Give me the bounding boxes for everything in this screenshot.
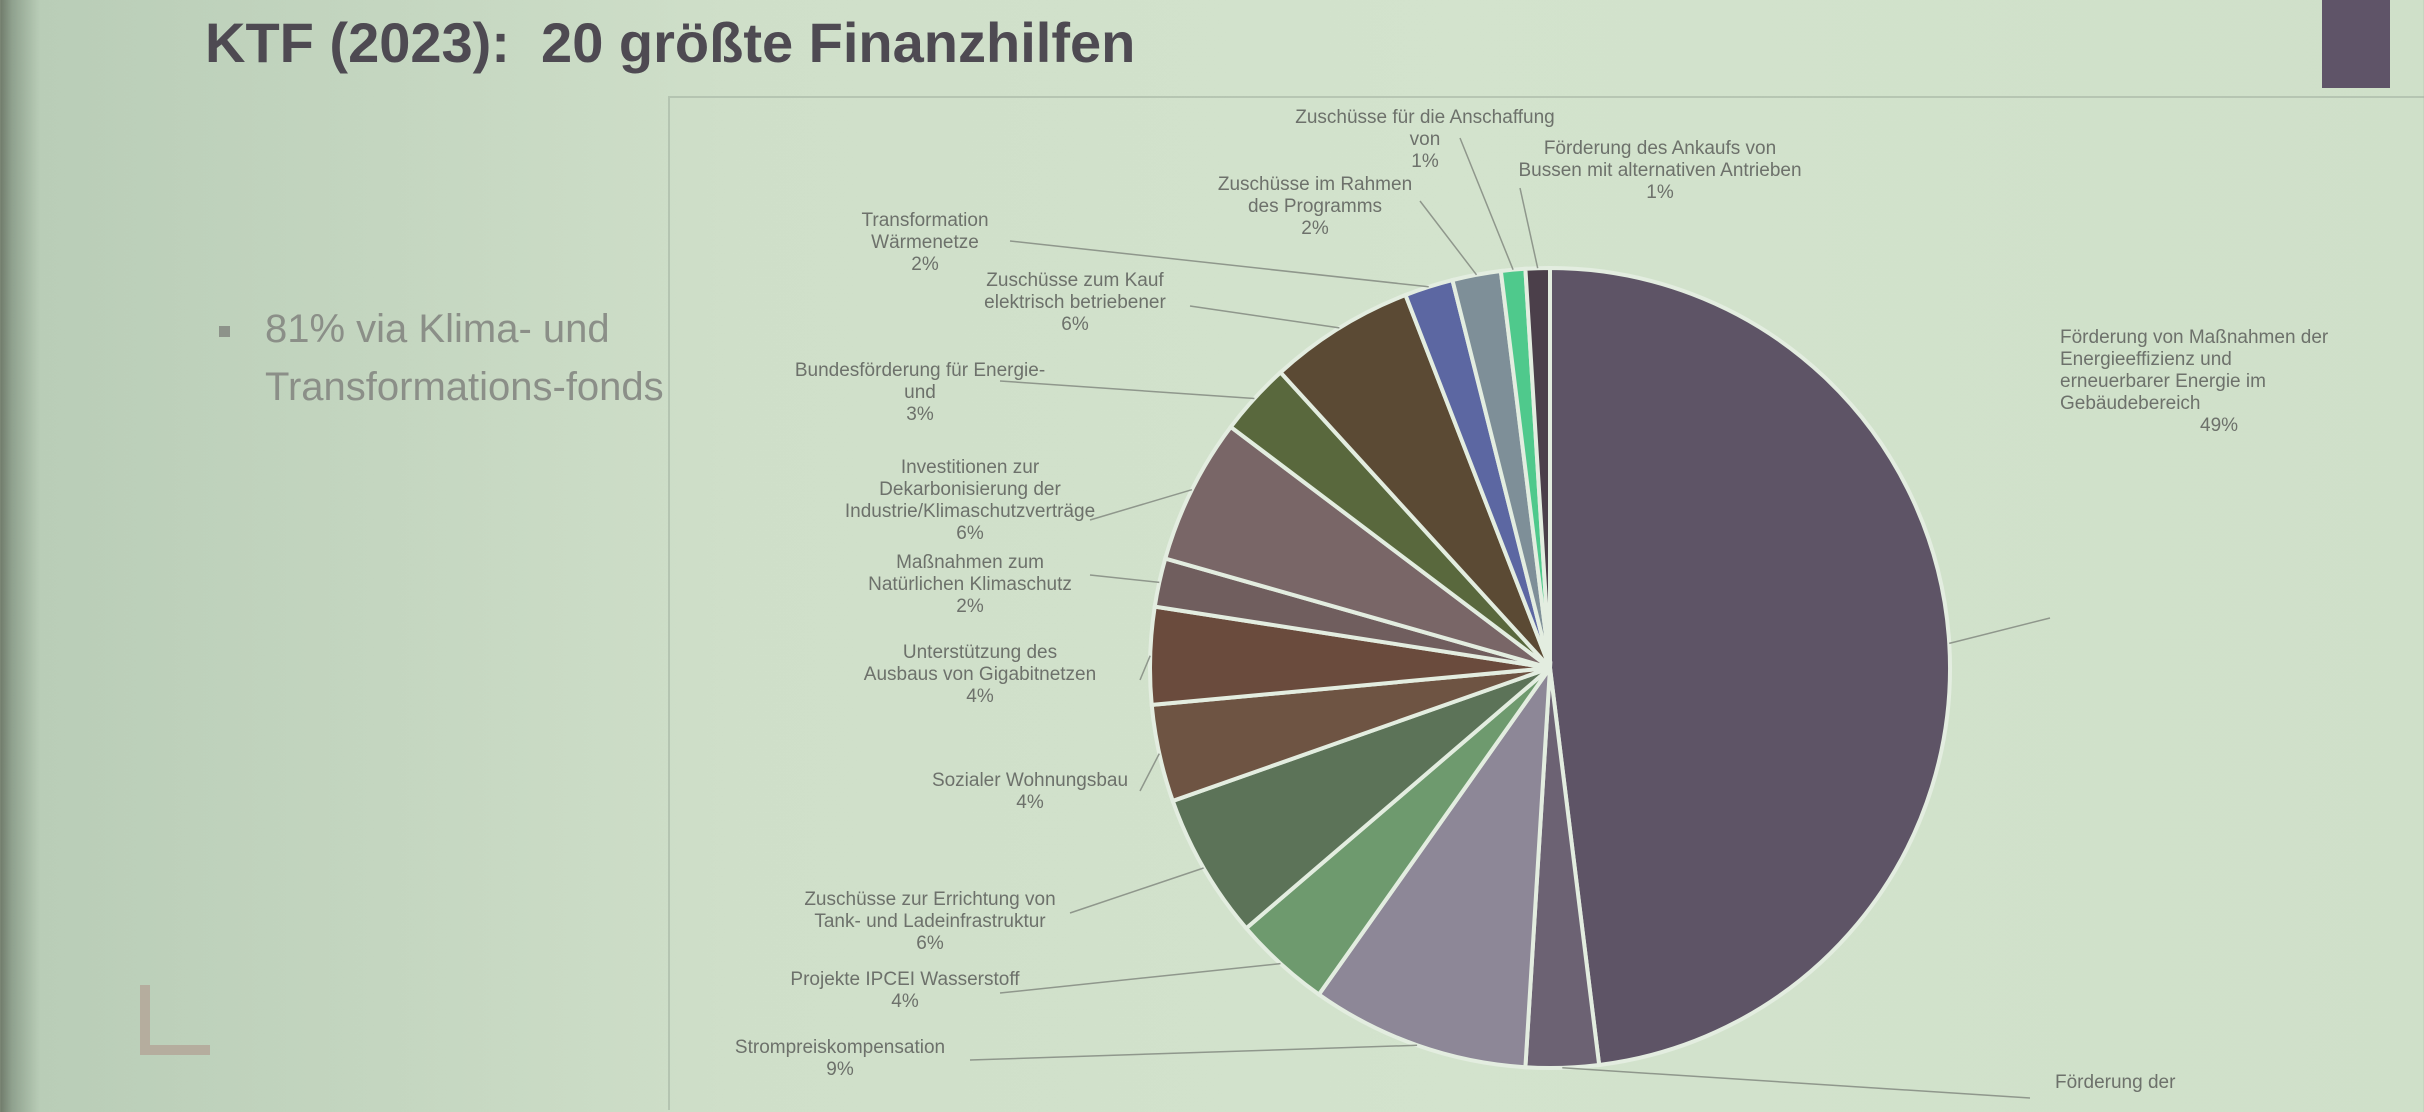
slice-label: Projekte IPCEI Wasserstoff 4% xyxy=(790,969,1020,1012)
bullet-item: 81% via Klima- und Transformations-fonds xyxy=(205,300,685,416)
leader-line xyxy=(1089,488,1193,521)
bullet-text: 81% via Klima- und Transformations-fonds xyxy=(265,307,664,409)
leader-line xyxy=(1089,574,1160,584)
slice-label: Transformation Wärmenetze 2% xyxy=(861,210,988,275)
slice-label: Förderung der xyxy=(2055,1072,2176,1093)
slice-label: Strompreiskompensation 9% xyxy=(735,1037,945,1080)
leader-line xyxy=(999,962,1281,994)
accent-block xyxy=(2322,0,2390,88)
bullet-square-icon xyxy=(219,326,230,337)
slice-label: Zuschüsse zur Errichtung von Tank- und La… xyxy=(804,889,1055,954)
pie-slice xyxy=(1277,292,1552,670)
leader-line xyxy=(1949,617,2051,645)
leader-line xyxy=(1189,305,1340,329)
pie-slice xyxy=(1548,265,1953,1068)
pie-slice xyxy=(1162,424,1552,670)
slice-label: Maßnahmen zum Natürlichen Klimaschutz 2% xyxy=(868,552,1072,617)
leader-line xyxy=(1519,187,1539,269)
logo-corner-icon xyxy=(140,985,210,1055)
leader-line xyxy=(1069,867,1204,914)
slice-label: Unterstützung des Ausbaus von Gigabitnetz… xyxy=(864,642,1096,707)
slice-label: Zuschüsse zum Kauf elektrisch betriebener… xyxy=(984,270,1166,335)
slide-title: KTF (2023): 20 größte Finanzhilfen xyxy=(205,11,1136,74)
leader-line xyxy=(969,1044,1418,1061)
leader-line xyxy=(1419,200,1478,276)
leader-line xyxy=(999,380,1255,400)
slice-label: Sozialer Wohnungsbau 4% xyxy=(932,770,1128,813)
slice-label: Zuschüsse im Rahmen des Programms 2% xyxy=(1218,174,1412,239)
chart-area: Förderung von Maßnahmen der Energieeffizi… xyxy=(668,96,2424,1110)
bullet-list: 81% via Klima- und Transformations-fonds xyxy=(205,300,685,416)
leader-line xyxy=(1562,1067,2031,1099)
slice-label: Zuschüsse für die Anschaffung von 1% xyxy=(1295,107,1554,172)
slice-label: Förderung des Ankaufs von Bussen mit alte… xyxy=(1518,138,1801,203)
pie-slice xyxy=(1170,666,1552,932)
leader-line xyxy=(1009,240,1429,288)
slice-label: Investitionen zur Dekarbonisierung der Ind… xyxy=(845,457,1095,544)
leader-line xyxy=(1459,137,1514,270)
slice-label: Förderung von Maßnahmen der Energieeffizi… xyxy=(2060,327,2329,436)
leader-line xyxy=(1139,655,1151,681)
leader-line xyxy=(1139,753,1160,792)
slice-label: Bundesförderung für Energie-und 3% xyxy=(795,360,1045,425)
pie-chart: Förderung von Maßnahmen der Energieeffizi… xyxy=(735,107,2329,1099)
